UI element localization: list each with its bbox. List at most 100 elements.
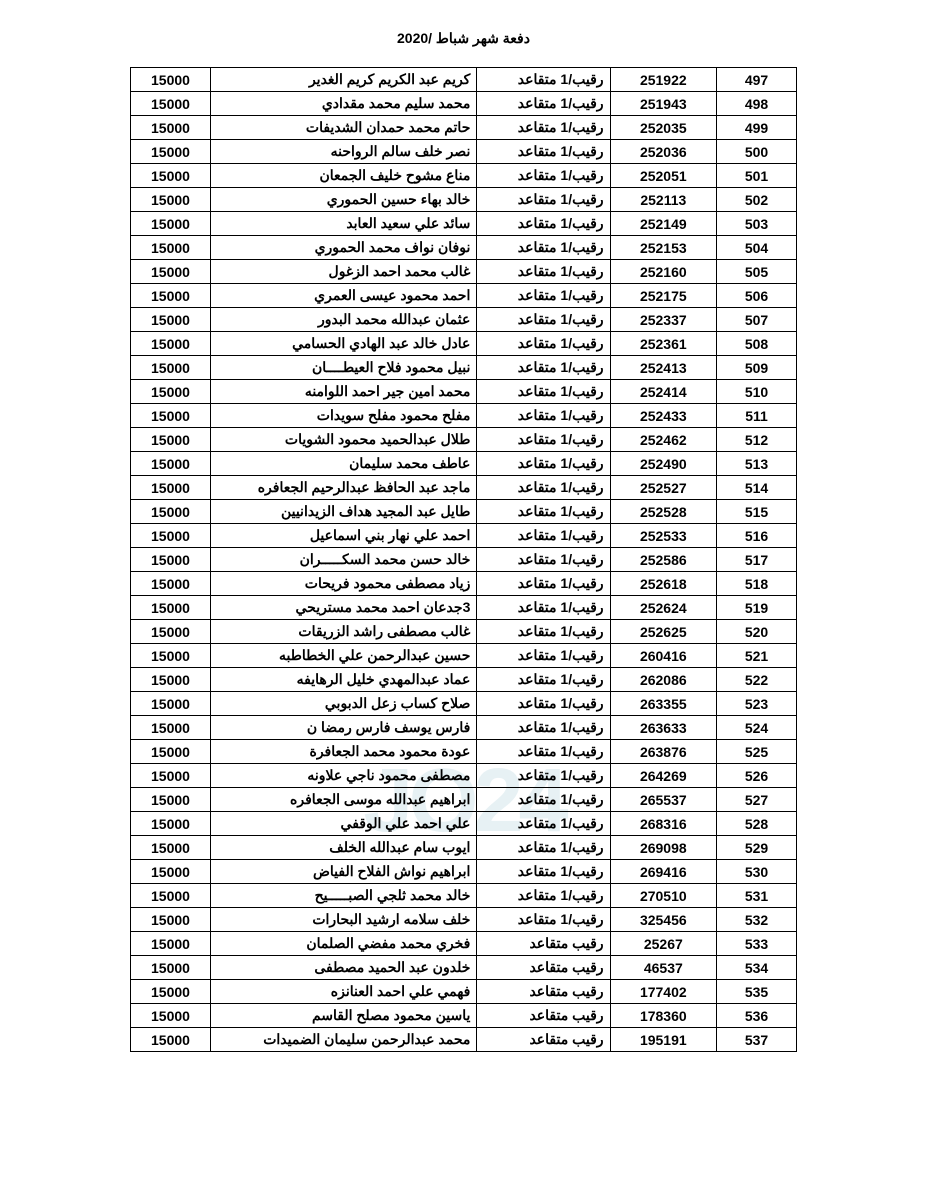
cell-amount: 15000	[131, 692, 211, 716]
cell-name: عاطف محمد سليمان	[210, 452, 476, 476]
table-row: 529269098رقيب/1 متقاعدايوب سام عبدالله ا…	[131, 836, 797, 860]
cell-rank: رقيب/1 متقاعد	[477, 188, 610, 212]
cell-id: 252035	[610, 116, 717, 140]
cell-rank: رقيب/1 متقاعد	[477, 212, 610, 236]
cell-name: مفلح محمود مفلح سويدات	[210, 404, 476, 428]
cell-seq: 504	[717, 236, 797, 260]
cell-seq: 523	[717, 692, 797, 716]
cell-rank: رقيب/1 متقاعد	[477, 356, 610, 380]
table-row: 515252528رقيب/1 متقاعدطايل عبد المجيد هد…	[131, 500, 797, 524]
cell-amount: 15000	[131, 1004, 211, 1028]
cell-name: خلف سلامه ارشيد البحارات	[210, 908, 476, 932]
table-row: 528268316رقيب/1 متقاعدعلي احمد علي الوقف…	[131, 812, 797, 836]
cell-rank: رقيب/1 متقاعد	[477, 908, 610, 932]
cell-id: 252149	[610, 212, 717, 236]
cell-seq: 533	[717, 932, 797, 956]
table-row: 523263355رقيب/1 متقاعدصلاح كساب زعل الدب…	[131, 692, 797, 716]
cell-name: عادل خالد عبد الهادي الحسامي	[210, 332, 476, 356]
table-row: 521260416رقيب/1 متقاعدحسين عبدالرحمن علي…	[131, 644, 797, 668]
cell-name: ابراهيم عبدالله موسى الجعافره	[210, 788, 476, 812]
cell-rank: رقيب/1 متقاعد	[477, 716, 610, 740]
cell-id: 263355	[610, 692, 717, 716]
cell-amount: 15000	[131, 428, 211, 452]
table-row: 503252149رقيب/1 متقاعدسائد علي سعيد العا…	[131, 212, 797, 236]
cell-amount: 15000	[131, 236, 211, 260]
cell-name: مصطفى محمود ناجي علاونه	[210, 764, 476, 788]
cell-amount: 15000	[131, 740, 211, 764]
cell-seq: 531	[717, 884, 797, 908]
table-row: 527265537رقيب/1 متقاعدابراهيم عبدالله مو…	[131, 788, 797, 812]
cell-name: طايل عبد المجيد هداف الزيدانيين	[210, 500, 476, 524]
cell-rank: رقيب متقاعد	[477, 1004, 610, 1028]
table-row: 510252414رقيب/1 متقاعدمحمد امين جير احمد…	[131, 380, 797, 404]
table-row: 508252361رقيب/1 متقاعدعادل خالد عبد الها…	[131, 332, 797, 356]
cell-seq: 502	[717, 188, 797, 212]
cell-name: محمد امين جير احمد اللوامنه	[210, 380, 476, 404]
cell-rank: رقيب متقاعد	[477, 956, 610, 980]
cell-id: 325456	[610, 908, 717, 932]
table-row: 499252035رقيب/1 متقاعدحاتم محمد حمدان ال…	[131, 116, 797, 140]
table-row: 505252160رقيب/1 متقاعدغالب محمد احمد الز…	[131, 260, 797, 284]
cell-rank: رقيب/1 متقاعد	[477, 92, 610, 116]
cell-id: 262086	[610, 668, 717, 692]
cell-amount: 15000	[131, 548, 211, 572]
cell-rank: رقيب/1 متقاعد	[477, 692, 610, 716]
cell-amount: 15000	[131, 620, 211, 644]
cell-id: 252527	[610, 476, 717, 500]
table-row: 536178360رقيب متقاعدياسين محمود مصلح الق…	[131, 1004, 797, 1028]
cell-id: 263633	[610, 716, 717, 740]
cell-id: 178360	[610, 1004, 717, 1028]
cell-rank: رقيب متقاعد	[477, 1028, 610, 1052]
cell-seq: 506	[717, 284, 797, 308]
cell-name: غالب محمد احمد الزغول	[210, 260, 476, 284]
cell-rank: رقيب/1 متقاعد	[477, 116, 610, 140]
cell-id: 269098	[610, 836, 717, 860]
table-row: 502252113رقيب/1 متقاعدخالد بهاء حسين الح…	[131, 188, 797, 212]
table-row: 513252490رقيب/1 متقاعدعاطف محمد سليمان15…	[131, 452, 797, 476]
cell-seq: 514	[717, 476, 797, 500]
cell-id: 252625	[610, 620, 717, 644]
cell-id: 252624	[610, 596, 717, 620]
cell-id: 251943	[610, 92, 717, 116]
cell-name: ابراهيم نواش الفلاح الفياض	[210, 860, 476, 884]
cell-seq: 508	[717, 332, 797, 356]
cell-id: 46537	[610, 956, 717, 980]
table-row: 506252175رقيب/1 متقاعداحمد محمود عيسى ال…	[131, 284, 797, 308]
cell-id: 252618	[610, 572, 717, 596]
cell-amount: 15000	[131, 188, 211, 212]
cell-name: فخري محمد مفضي الصلمان	[210, 932, 476, 956]
cell-id: 252160	[610, 260, 717, 284]
cell-seq: 499	[717, 116, 797, 140]
cell-rank: رقيب/1 متقاعد	[477, 308, 610, 332]
cell-seq: 501	[717, 164, 797, 188]
cell-amount: 15000	[131, 716, 211, 740]
cell-seq: 497	[717, 68, 797, 92]
cell-amount: 15000	[131, 836, 211, 860]
cell-id: 252036	[610, 140, 717, 164]
cell-name: عثمان عبدالله محمد البدور	[210, 308, 476, 332]
table-row: 522262086رقيب/1 متقاعدعماد عبدالمهدي خلي…	[131, 668, 797, 692]
cell-name: خالد بهاء حسين الحموري	[210, 188, 476, 212]
cell-amount: 15000	[131, 788, 211, 812]
cell-amount: 15000	[131, 308, 211, 332]
cell-amount: 15000	[131, 212, 211, 236]
table-row: 518252618رقيب/1 متقاعدزياد مصطفى محمود ف…	[131, 572, 797, 596]
cell-seq: 505	[717, 260, 797, 284]
cell-amount: 15000	[131, 356, 211, 380]
cell-seq: 519	[717, 596, 797, 620]
cell-name: ماجد عبد الحافظ عبدالرحيم الجعافره	[210, 476, 476, 500]
cell-name: نبيل محمود فلاح العيطــــان	[210, 356, 476, 380]
cell-id: 270510	[610, 884, 717, 908]
cell-seq: 530	[717, 860, 797, 884]
cell-amount: 15000	[131, 68, 211, 92]
cell-seq: 509	[717, 356, 797, 380]
table-row: 511252433رقيب/1 متقاعدمفلح محمود مفلح سو…	[131, 404, 797, 428]
table-row: 517252586رقيب/1 متقاعدخالد حسن محمد السك…	[131, 548, 797, 572]
cell-id: 252490	[610, 452, 717, 476]
cell-rank: رقيب/1 متقاعد	[477, 740, 610, 764]
cell-name: ياسين محمود مصلح القاسم	[210, 1004, 476, 1028]
cell-name: كريم عبد الكريم كريم الغدير	[210, 68, 476, 92]
table-row: 531270510رقيب/1 متقاعدخالد محمد ثلجي الص…	[131, 884, 797, 908]
cell-amount: 15000	[131, 812, 211, 836]
cell-id: 252433	[610, 404, 717, 428]
